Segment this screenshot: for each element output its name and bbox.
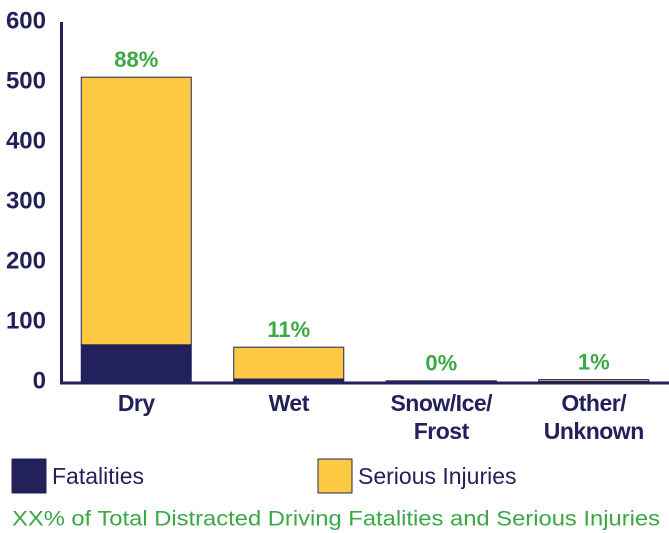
x-tick-label: Dry <box>117 390 155 416</box>
total-label: 88% <box>114 47 158 72</box>
x-tick-label: Other/ Unknown <box>543 390 645 444</box>
bar-segment <box>233 346 345 380</box>
total-label: 11% <box>267 317 310 342</box>
bar-segment <box>538 379 650 382</box>
legend-swatch <box>317 458 353 494</box>
y-tick-label: 100 <box>6 307 46 334</box>
bar-segment <box>80 76 192 346</box>
x-tick-label: Wet <box>268 390 310 416</box>
y-tick-label: 600 <box>6 7 46 34</box>
legend-label: Fatalities <box>52 463 144 489</box>
legend-label: Serious Injuries <box>358 463 517 489</box>
bar-segment <box>80 344 192 383</box>
note: XX% of Total Distracted Driving Fataliti… <box>12 508 660 531</box>
total-label: 1% <box>578 349 610 374</box>
y-tick-label: 0 <box>33 367 46 394</box>
y-tick-label: 300 <box>6 187 46 214</box>
y-tick-label: 200 <box>6 247 46 274</box>
bar-segment <box>385 380 497 382</box>
legend-swatch <box>11 458 47 494</box>
total-label: 0% <box>425 351 457 376</box>
y-tick-label: 400 <box>6 127 46 154</box>
x-tick-label: Snow/Ice/ Frost <box>390 390 493 444</box>
y-tick-label: 500 <box>6 67 46 94</box>
